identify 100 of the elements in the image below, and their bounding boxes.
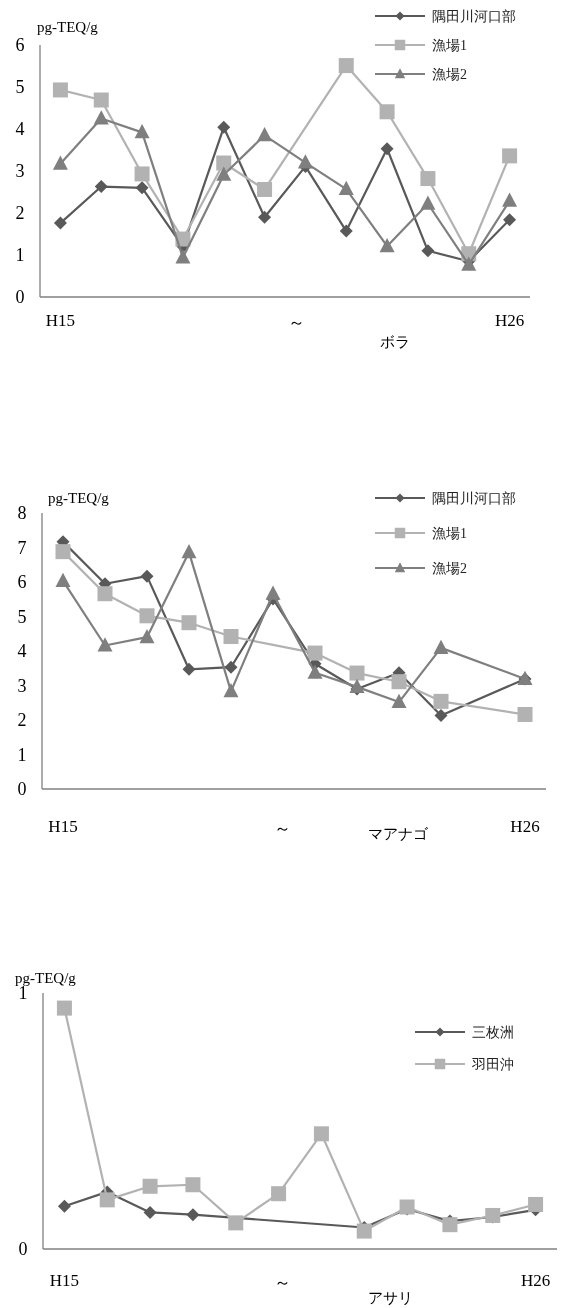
text: ～ [287,312,305,332]
y-tick-label: 5 [15,77,25,97]
legend-label: 隅田川河口部 [432,490,516,506]
y-tick-label: 0 [15,287,25,307]
y-tick-label: 1 [17,744,27,765]
y-tick-label: 2 [15,203,25,223]
x-axis-title: マアナゴ [368,826,429,842]
point [433,693,449,709]
point [216,155,232,171]
legend-label: 三枚洲 [472,1024,514,1040]
y-tick-label: 8 [17,503,27,523]
x-tick-label: H26 [494,310,525,330]
y-tick-label: 0 [18,1239,28,1259]
x-tick-label: H15 [49,1270,80,1290]
point [257,181,273,197]
y-tick-label: 6 [17,572,27,592]
text: ～ [273,1272,291,1292]
legend-label: 漁場1 [432,37,467,53]
y-tick-label: 1 [15,245,25,265]
point [349,678,365,693]
point [421,244,435,258]
y-tick-label: 3 [15,161,25,181]
point [379,237,395,253]
point [338,180,354,196]
point [297,154,313,169]
point [339,224,353,238]
point [502,148,518,164]
point [271,1186,287,1202]
x-axis-title: ボラ [380,334,410,350]
point [53,216,67,230]
point [338,58,354,74]
point [56,1000,72,1016]
x-tick-label: H15 [45,310,76,330]
point [258,210,272,224]
text: ～ [273,818,291,838]
x-axis-title: アサリ [367,1290,413,1306]
x-tick-label: H15 [48,816,78,836]
y-tick-label: 0 [17,779,27,799]
point [349,665,365,681]
point [517,706,533,722]
point [94,180,108,194]
point [181,544,197,559]
point [502,192,518,207]
point [503,213,517,227]
point [134,166,150,182]
point [356,1223,372,1239]
point [224,660,238,674]
point [216,166,232,181]
y-tick-label: 4 [17,641,27,661]
point [143,1205,157,1219]
point [265,585,281,600]
point [135,181,149,195]
point [142,1178,158,1194]
point [223,683,239,698]
point [307,664,323,679]
point [223,629,239,645]
y-axis-title: pg-TEQ/g [48,490,110,506]
point [313,1126,329,1142]
y-tick-label: 2 [17,710,27,730]
point [217,120,231,134]
y-axis-title: pg-TEQ/g [37,19,99,35]
point [186,1208,200,1222]
point [175,249,191,264]
point [257,127,273,142]
point [55,572,71,587]
point [380,142,394,156]
point [93,92,109,108]
point [185,1177,201,1193]
point [55,544,71,560]
x-tick-label: H26 [520,1270,551,1290]
point [307,645,323,661]
legend-label: 羽田沖 [471,1056,514,1072]
x-tick-label: H26 [510,816,540,836]
legend-label: 漁場1 [432,525,467,541]
point [99,1192,115,1208]
y-tick-label: 5 [17,606,27,627]
point [97,637,113,652]
legend-label: 漁場2 [432,560,467,576]
y-tick-label: 7 [17,537,27,558]
point [97,586,113,602]
point [228,1215,244,1231]
legend-label: 隅田川河口部 [432,8,516,24]
point [379,104,395,120]
point [433,639,449,654]
point [182,662,196,676]
point [93,110,109,125]
legend-label: 漁場2 [432,66,467,82]
point [57,1199,71,1213]
point [442,1217,458,1233]
point [434,709,448,723]
point [134,124,150,139]
point [52,155,68,170]
point [52,82,68,98]
point [528,1196,544,1212]
point [139,628,155,644]
point [391,674,407,690]
y-tick-label: 6 [15,35,25,55]
point [420,195,436,210]
point [139,608,155,624]
point [140,569,154,583]
